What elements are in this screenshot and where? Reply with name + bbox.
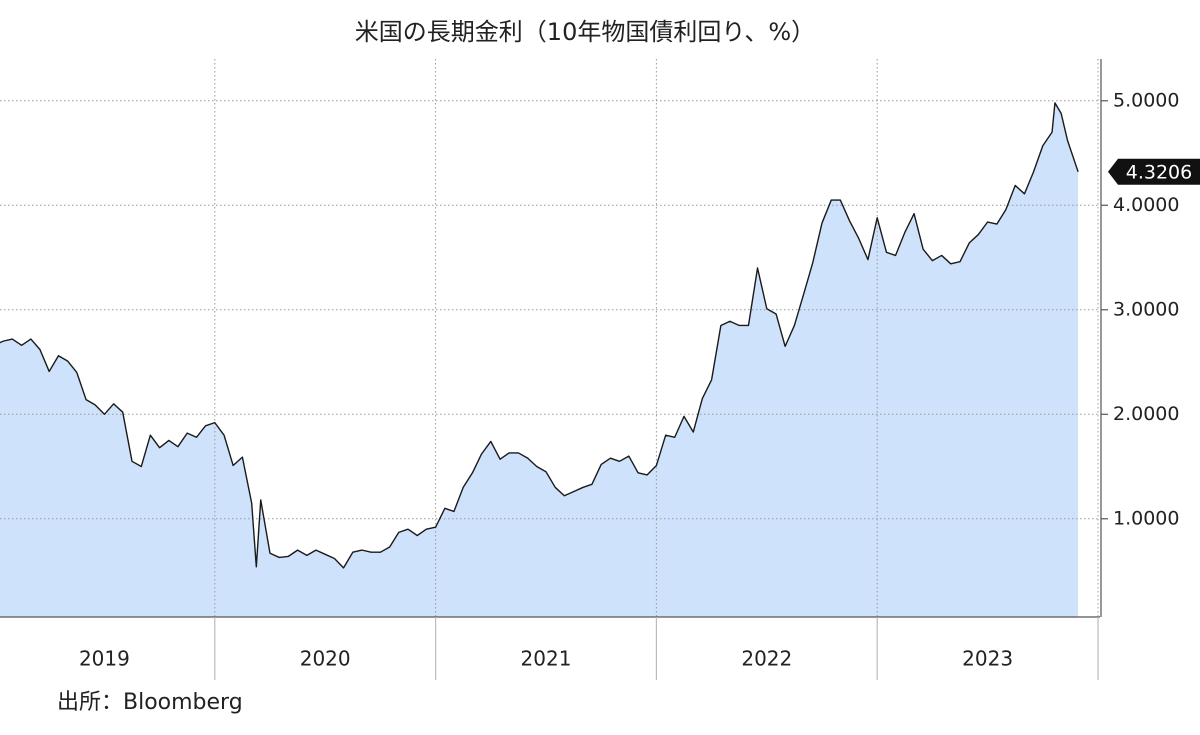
x-tick-label: 2022: [741, 647, 792, 671]
y-tick-label: 1.0000: [1113, 507, 1179, 529]
yield-line: [0, 102, 1079, 569]
y-tick-label: 2.0000: [1113, 403, 1179, 425]
y-tick-label: 5.0000: [1113, 89, 1179, 111]
y-tick-label: 4.0000: [1113, 194, 1179, 216]
last-value-label: 4.3206: [1126, 161, 1192, 183]
source-note: 出所：Bloomberg: [57, 690, 243, 715]
x-tick-label: 2020: [300, 647, 351, 671]
y-tick-label: 3.0000: [1113, 298, 1179, 320]
x-tick-label: 2021: [521, 647, 572, 671]
x-tick-label: 2023: [962, 647, 1013, 671]
last-value-box: [1108, 158, 1200, 185]
area-fill: [0, 102, 1079, 617]
x-tick-label: 2019: [79, 647, 130, 671]
chart-title: 米国の長期金利（10年物国債利回り、%）: [355, 18, 815, 46]
